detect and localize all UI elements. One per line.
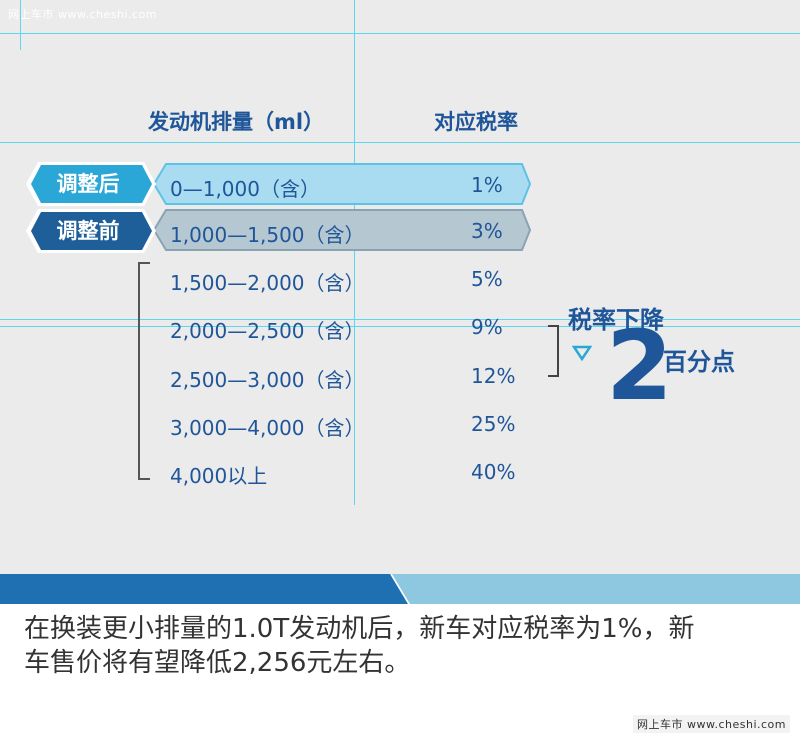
row-3-range: 1,500—2,000（含） xyxy=(170,271,365,295)
row-1-range: 0—1,000（含） xyxy=(170,177,320,201)
tag-after: 调整后 xyxy=(24,161,158,207)
row-5-rate: 12% xyxy=(471,364,516,388)
right-bracket xyxy=(548,325,559,377)
callout-number: 2 xyxy=(606,310,673,422)
guide-line xyxy=(354,0,355,505)
row-6-range: 3,000—4,000（含） xyxy=(170,416,365,440)
row-1-rate: 1% xyxy=(471,173,503,197)
caption-line-2: 车售价将有望降低2,256元左右。 xyxy=(24,648,411,678)
caption: 在换装更小排量的1.0T发动机后，新车对应税率为1%，新 车售价将有望降低2,2… xyxy=(24,612,784,680)
left-bracket xyxy=(138,262,150,480)
callout-title: 税率下降 xyxy=(568,306,664,334)
guide-line xyxy=(0,142,800,143)
tax-rate-header: 对应税率 xyxy=(434,110,518,134)
tag-before-label: 调整前 xyxy=(56,219,120,243)
watermark-bottom: 网上车市 www.cheshi.com xyxy=(632,715,790,733)
tag-after-label: 调整后 xyxy=(56,172,120,196)
row-5-range: 2,500—3,000（含） xyxy=(170,368,365,392)
guide-line xyxy=(0,319,800,320)
row-6-rate: 25% xyxy=(471,412,516,436)
row-4-rate: 9% xyxy=(471,315,503,339)
row-2-range: 1,000—1,500（含） xyxy=(170,223,365,247)
infographic-panel: 网上车市 www.cheshi.com 发动机排量（ml） 对应税率 调整后 调… xyxy=(0,0,800,575)
watermark-top: 网上车市 www.cheshi.com xyxy=(8,8,158,21)
guide-line xyxy=(0,33,800,34)
blue-band xyxy=(0,574,800,604)
row-3-rate: 5% xyxy=(471,267,503,291)
tag-before: 调整前 xyxy=(24,208,158,254)
row-2-rate: 3% xyxy=(471,219,503,243)
row-4-range: 2,000—2,500（含） xyxy=(170,319,365,343)
displacement-header: 发动机排量（ml） xyxy=(148,110,325,134)
triangle-down-icon xyxy=(572,345,592,361)
caption-line-1: 在换装更小排量的1.0T发动机后，新车对应税率为1%，新 xyxy=(24,614,695,644)
row-7-range: 4,000以上 xyxy=(170,464,268,488)
guide-line xyxy=(20,0,21,50)
guide-line xyxy=(0,326,800,327)
callout-unit: 百分点 xyxy=(663,348,735,376)
row-7-rate: 40% xyxy=(471,460,516,484)
